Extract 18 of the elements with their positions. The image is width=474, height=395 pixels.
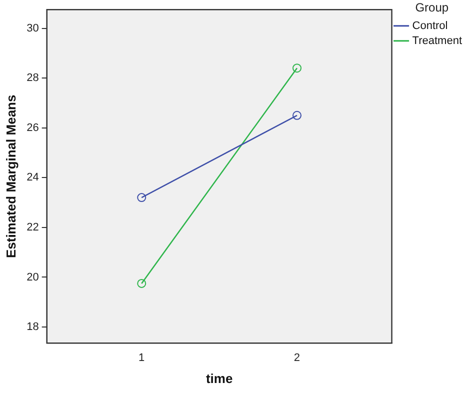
y-tick-label: 24 [26,172,39,184]
x-tick-label: 1 [138,352,145,364]
legend-label: Treatment [412,34,462,47]
y-tick-label: 28 [26,72,39,84]
y-tick-label: 18 [26,321,39,334]
y-axis-title: Estimated Marginal Means [3,94,18,258]
legend-label: Control [412,20,448,32]
legend-title: Group [415,0,449,14]
y-tick-label: 20 [26,271,39,284]
point [292,64,302,73]
x-tick-label: 2 [294,352,300,364]
y-tick-label: 26 [26,122,39,134]
x-axis-title: time [206,370,233,386]
y-tick-label: 30 [26,22,39,34]
point [292,110,302,120]
y-tick-label: 22 [26,221,39,234]
point [137,193,146,202]
point [137,278,146,288]
